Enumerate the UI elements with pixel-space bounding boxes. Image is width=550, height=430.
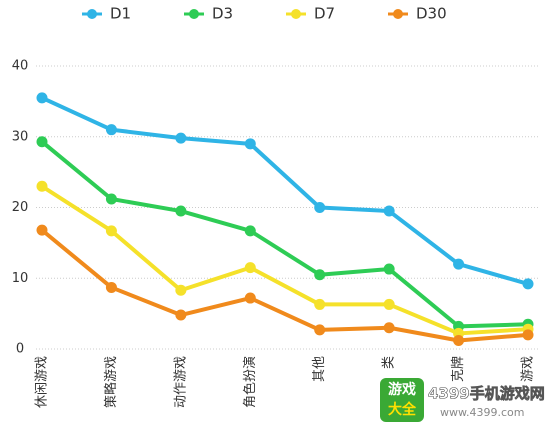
data-point	[244, 262, 256, 274]
legend-marker	[291, 9, 301, 19]
watermark-badge-top: 游戏	[388, 381, 416, 398]
data-point	[36, 92, 48, 104]
watermark-url: www.4399.com	[440, 406, 524, 419]
series-line	[41, 96, 529, 286]
legend-label: D3	[212, 5, 233, 23]
x-tick-label: 其他	[312, 356, 327, 382]
series-line	[40, 228, 529, 343]
data-point	[175, 284, 187, 296]
data-point	[453, 335, 465, 347]
legend-label: D30	[416, 5, 447, 23]
data-point	[383, 322, 395, 334]
data-point	[105, 193, 117, 205]
x-tick-label: 角色扮演	[242, 356, 258, 408]
watermark-badge	[380, 378, 424, 422]
data-point	[314, 202, 326, 213]
legend-marker	[87, 9, 97, 19]
data-point	[314, 269, 326, 281]
x-tick-label: 克牌	[450, 356, 466, 382]
x-tick-label: 类	[382, 356, 397, 369]
watermark-badge-bottom: 大全	[388, 401, 417, 418]
y-tick-label: 0	[16, 342, 24, 357]
y-tick-label: 30	[12, 129, 29, 144]
data-point	[105, 225, 117, 237]
data-point	[453, 258, 465, 270]
legend-marker	[189, 9, 199, 19]
data-point	[175, 205, 187, 217]
x-tick-label: 动作游戏	[173, 356, 188, 408]
data-point	[105, 124, 117, 136]
legend-label: D7	[314, 5, 335, 23]
series-line	[40, 140, 529, 329]
x-tick-label: 策略游戏	[103, 356, 119, 408]
data-point	[314, 298, 326, 310]
data-point	[36, 136, 48, 148]
data-point	[105, 281, 117, 293]
data-point	[175, 309, 187, 321]
data-point	[36, 180, 48, 192]
y-tick-label: 20	[12, 200, 29, 215]
legend-label: D1	[110, 5, 131, 23]
data-point	[244, 138, 256, 150]
y-tick-label: 10	[12, 271, 29, 286]
series-line	[40, 184, 529, 336]
data-point	[522, 329, 534, 341]
watermark: 游戏 大全 4399手机游戏网 www.4399.com	[380, 378, 545, 422]
legend-marker	[393, 9, 403, 19]
data-point	[522, 278, 534, 290]
data-point	[244, 292, 256, 304]
data-point	[383, 205, 395, 217]
data-point	[383, 298, 395, 310]
data-point	[36, 224, 48, 236]
data-point	[244, 225, 256, 237]
watermark-site: 4399手机游戏网	[428, 385, 545, 403]
x-tick-label: 游戏	[521, 356, 536, 382]
data-point	[383, 263, 395, 275]
data-point	[314, 324, 326, 336]
data-point	[175, 132, 187, 144]
x-tick-label: 休闲游戏	[35, 356, 50, 408]
y-tick-label: 40	[12, 59, 29, 74]
